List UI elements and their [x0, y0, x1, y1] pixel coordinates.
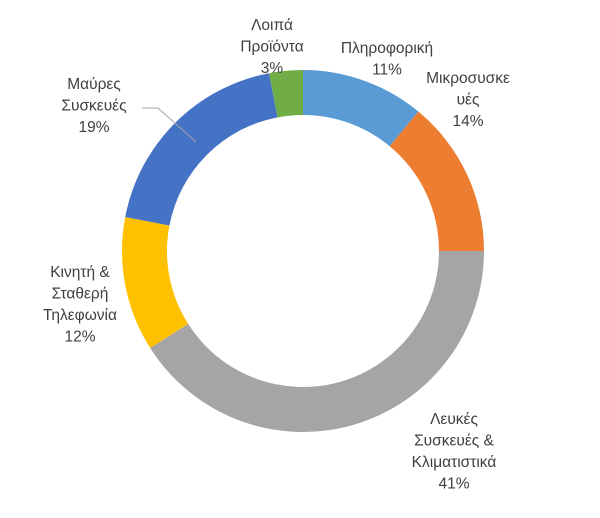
- slice-πληροφορική: [303, 70, 419, 147]
- data-label-κινητή-σταθερή-τηλεφωνία: Κινητή & Σταθερή Τηλεφωνία 12%: [43, 264, 117, 346]
- data-label-λευκές-συσκευές-κλιματιστικά: Λευκές Συσκευές & Κλιματιστικά 41%: [412, 411, 497, 493]
- slice-λευκές-συσκευές-κλιματιστικά: [150, 251, 485, 432]
- data-label-λοιπά-προϊόντα: Λοιπά Προϊόντα 3%: [240, 17, 303, 77]
- slice-λοιπά-προϊόντα: [269, 70, 303, 118]
- leader-line: [142, 107, 197, 143]
- slice-κινητή-σταθερή-τηλεφωνία: [121, 217, 189, 348]
- slice-μικροσυσκε-υές: [389, 111, 484, 251]
- data-label-μαύρες-συσκευές: Μαύρες Συσκευές 19%: [61, 76, 126, 136]
- data-label-πληροφορική: Πληροφορική 11%: [341, 40, 433, 79]
- slice-μαύρες-συσκευές: [125, 73, 278, 226]
- data-label-μικροσυσκε-υές: Μικροσυσκε υές 14%: [426, 70, 510, 130]
